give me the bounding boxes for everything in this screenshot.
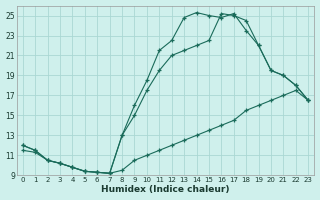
X-axis label: Humidex (Indice chaleur): Humidex (Indice chaleur)	[101, 185, 230, 194]
